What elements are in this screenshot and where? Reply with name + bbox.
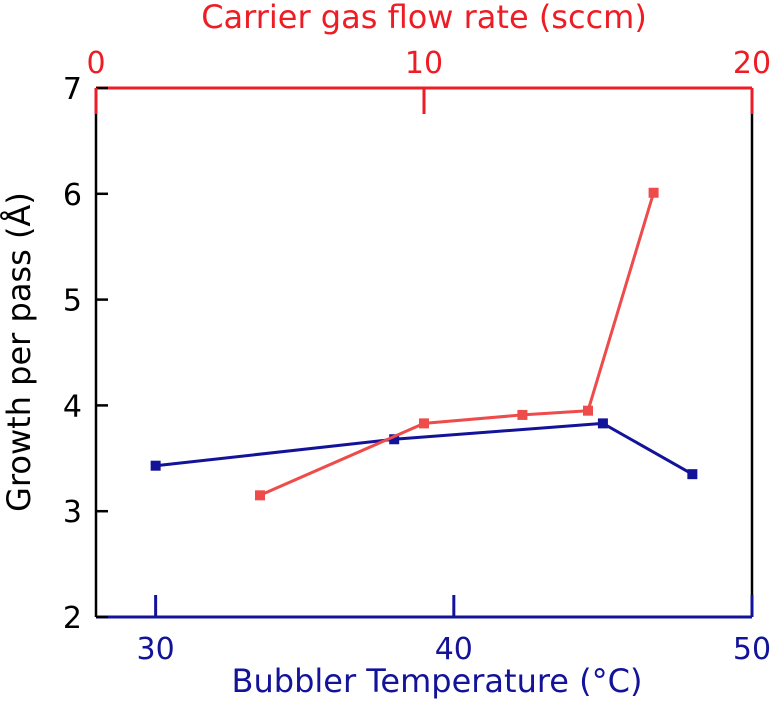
series-1-point — [583, 405, 593, 416]
series-0-point — [389, 434, 400, 445]
series-1-point — [517, 409, 528, 420]
y-axis-ticks: 2 3 4 5 6 7 — [63, 72, 108, 636]
y-tick-label: 7 — [63, 72, 82, 107]
y-tick-label: 6 — [63, 178, 82, 213]
y-tick-label: 3 — [63, 495, 82, 530]
series-0-line — [155, 421, 694, 476]
top-tick-label: 0 — [86, 46, 105, 81]
series-0-point — [150, 460, 161, 471]
series-1-point — [255, 490, 265, 501]
bottom-tick-label: 30 — [137, 632, 175, 667]
y-tick-label: 5 — [63, 284, 82, 319]
bottom-tick-label: 40 — [435, 632, 473, 667]
series-1-point — [648, 187, 659, 198]
bottom-tick-label: 50 — [733, 632, 771, 667]
series-0-point — [597, 418, 608, 429]
series-0-point — [687, 469, 698, 480]
y-tick-label: 2 — [63, 601, 82, 636]
series-layer — [150, 187, 698, 501]
bottom-axis-ticks: 30 40 50 — [137, 595, 771, 667]
top-tick-label: 20 — [733, 46, 771, 81]
top-axis-ticks: 0 10 20 — [86, 46, 771, 114]
y-axis-title: Growth per pass (Å) — [0, 192, 38, 512]
top-axis-title: Carrier gas flow rate (sccm) — [201, 0, 647, 36]
top-tick-label: 10 — [405, 46, 443, 81]
series-1-point — [419, 418, 429, 429]
bottom-axis-title: Bubbler Temperature (°C) — [232, 662, 643, 700]
y-tick-label: 4 — [63, 389, 82, 424]
